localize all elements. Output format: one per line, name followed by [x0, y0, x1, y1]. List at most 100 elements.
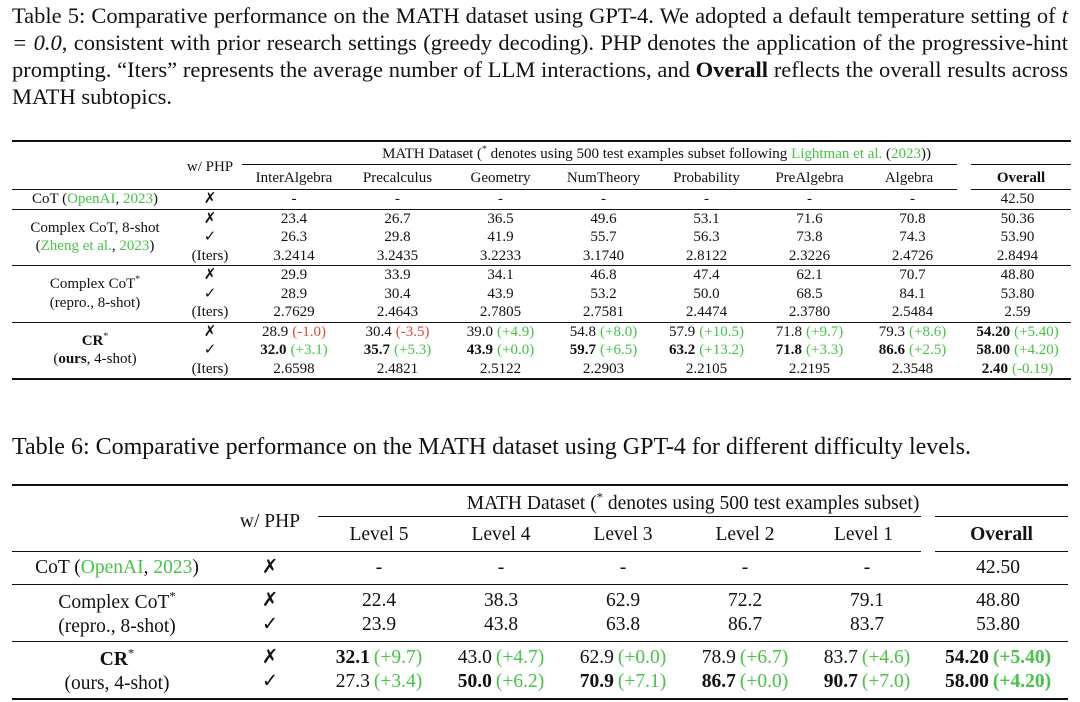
table-header: w/ PHP MATH Dataset (* denotes using 500 …: [12, 485, 1069, 552]
table-cell: 2.7581: [582, 304, 625, 320]
table-row: (Iters) 3.2414 3.2435 3.2233 3.1740 2.8122 2.3…: [12, 247, 1071, 266]
table-row: Complex CoT* (repro., 8-shot) ✗ 22.4 38.3 62.…: [12, 585, 1068, 637]
text-segment: 2023: [122, 191, 153, 207]
table-cell: 27.3 (+3.4): [318, 670, 440, 699]
table-cell: (Iters): [191, 247, 229, 264]
text-segment: (repro., 8-shot): [58, 616, 176, 637]
text-segment: 2023: [891, 146, 922, 162]
table-cell: 71.8 (+3.3): [758, 341, 861, 360]
label-line: CR*: [12, 331, 178, 351]
table-row: ✓ 32.0 (+3.1) 35.7 (+5.3) 43.9 (+0.0) 59.7 (+6.5…: [12, 341, 1071, 360]
column-header: Overall: [920, 516, 1069, 552]
column-header: Probability: [655, 163, 758, 190]
table-cell: 32.1 (+9.7): [318, 642, 440, 671]
table-cell: (Iters): [191, 304, 229, 320]
cell-delta: (+8.6): [909, 323, 947, 340]
cell-value: 54.20: [976, 323, 1011, 340]
table-cell: 43.8: [483, 614, 519, 635]
label-line: (Zheng et al., 2023): [12, 237, 178, 256]
cell-value: 63.2: [669, 342, 696, 358]
cell-delta: (+6.5): [600, 342, 638, 358]
cell-value: 86.6: [878, 342, 906, 358]
row-group: Complex CoT, 8-shot (Zheng et al., 2023) ✗…: [12, 209, 1072, 266]
table-cell: 53.90: [1000, 229, 1035, 245]
column-header: PreAlgebra: [758, 163, 861, 190]
table-cell: 53.1: [693, 210, 720, 227]
table-row: Complex CoT, 8-shot (Zheng et al., 2023) ✗…: [12, 209, 1071, 255]
text-segment: ): [152, 191, 158, 207]
text-segment: Complex CoT: [49, 276, 136, 293]
table-cell: -: [807, 191, 812, 207]
table-cell: 41.9: [487, 229, 514, 245]
table-cell: 70.7: [899, 267, 926, 283]
label-line: CoT (OpenAI, 2023): [12, 556, 222, 580]
text-segment: CR: [81, 332, 104, 349]
table-cell: -: [863, 557, 871, 578]
text-segment: ours: [58, 351, 87, 368]
cell-value: 50.0: [457, 671, 492, 692]
cell-delta: (+3.1): [290, 342, 328, 358]
header-row: w/ PHP MATH Dataset (* denotes using 500 …: [12, 141, 1071, 175]
table-cell: 2.3548: [891, 360, 934, 377]
column-header: Level 3: [562, 516, 684, 552]
method-label: CoT (OpenAI, 2023): [12, 190, 178, 210]
table-cell: 43.9 (+0.0): [449, 341, 552, 360]
label-line: (repro., 8-shot): [12, 294, 178, 313]
table-cell: 36.5: [487, 210, 514, 227]
table-row: ✓ 26.3 29.8 41.9 55.7 56.3 73.8 74.3 53.90: [12, 228, 1071, 247]
table-cell: 48.80: [1000, 267, 1035, 283]
text-segment: , consistent with prior research setting…: [12, 30, 1068, 82]
cell-value: 90.7: [823, 671, 858, 692]
table-cell: ✗: [203, 323, 217, 340]
cell-value: 79.3: [878, 323, 906, 340]
row-group: CR* (ours, 4-shot) ✗ 32.1 (+9.7) 43.0 (+4.7) 62…: [12, 641, 1069, 700]
table-cell: ✓: [203, 285, 217, 302]
table-cell: 58.00 (+4.20): [928, 670, 1068, 699]
cell-delta: (-0.19): [1012, 360, 1054, 377]
cell-delta: (+6.2): [495, 671, 545, 692]
table-cell: 38.3: [483, 590, 519, 611]
table-cell: 72.2: [727, 590, 763, 611]
table-header: w/ PHP MATH Dataset (* denotes using 500 …: [12, 141, 1072, 190]
table-cell: 35.7 (+5.3): [346, 341, 449, 360]
method-label: Complex CoT* (repro., 8-shot): [12, 266, 178, 323]
text-segment: CR: [99, 649, 128, 670]
table-cell: 3.2435: [376, 247, 419, 264]
label-line: Complex CoT*: [12, 275, 178, 294]
cell-value: 54.20: [944, 647, 989, 668]
cell-value: 70.9: [579, 671, 614, 692]
row-group: CoT (OpenAI, 2023) ✗ - - - - - 42.50: [12, 551, 1069, 585]
cell-value: 32.1: [335, 647, 370, 668]
method-label: CoT (OpenAI, 2023): [12, 552, 222, 585]
cell-delta: (+5.40): [1014, 323, 1059, 340]
text-segment: (: [53, 351, 59, 368]
table-cell: 63.2 (+13.2): [655, 341, 758, 360]
table-cell: 30.4: [384, 285, 411, 302]
cell-value: 28.9: [262, 323, 289, 340]
cell-value: 86.7: [701, 671, 736, 692]
table-cell: 2.5484: [891, 304, 934, 320]
table-cell: 86.7 (+0.0): [684, 670, 806, 699]
table-cell: 62.9 (+0.0): [562, 642, 684, 671]
cell-value: 32.0: [260, 342, 287, 358]
table-cell: 48.80: [976, 590, 1020, 611]
table-cell: ✗: [261, 557, 279, 578]
text-segment: Lightman et al.: [791, 146, 883, 162]
table-cell: 78.9 (+6.7): [684, 642, 806, 671]
table-cell: 50.36: [1000, 210, 1035, 227]
method-label: CR* (ours, 4-shot): [12, 322, 178, 379]
text-segment: denotes using 500 test examples subset): [603, 493, 920, 514]
table-cell: -: [910, 191, 915, 207]
table-cell: 79.3 (+8.6): [861, 322, 964, 341]
table-cell: -: [619, 557, 627, 578]
table-cell: ✗: [203, 267, 217, 283]
table-cell: 23.9: [361, 614, 397, 635]
cell-value: 83.7: [823, 647, 858, 668]
column-header: Level 2: [684, 516, 806, 552]
table-cell: 28.9: [280, 285, 308, 302]
cell-delta: (+0.0): [497, 342, 535, 358]
cell-value: 78.9: [701, 647, 736, 668]
text-segment: (: [35, 238, 41, 255]
table-cell: 2.4643: [376, 304, 419, 320]
table-cell: 84.1: [899, 285, 926, 302]
